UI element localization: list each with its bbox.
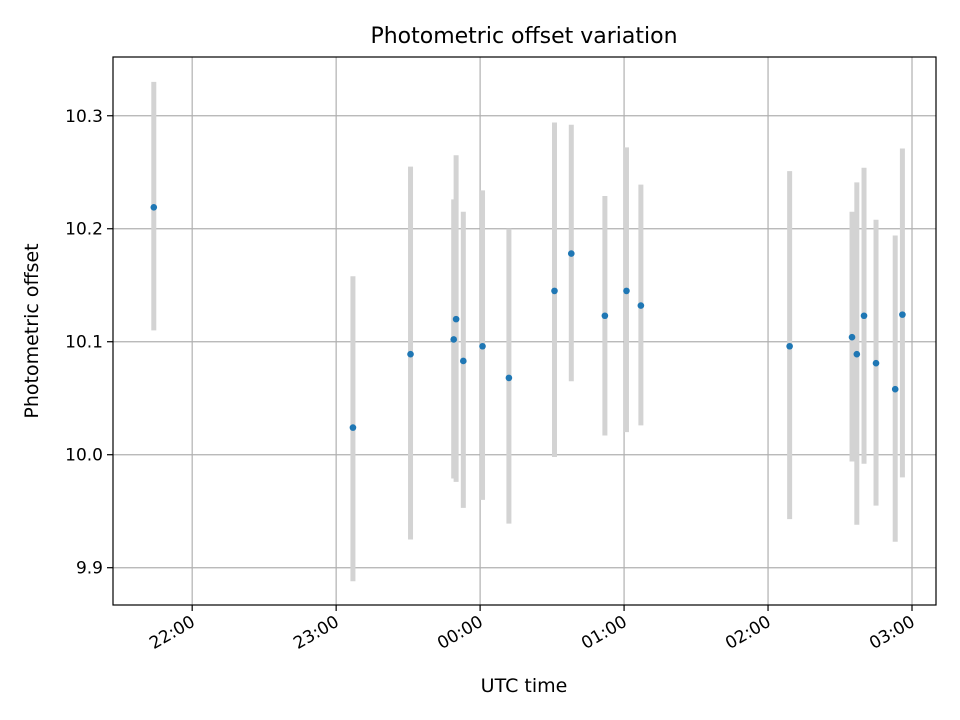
y-tick-label: 10.2 [65, 220, 103, 240]
y-tick-label: 10.0 [65, 446, 103, 466]
y-axis-label: Photometric offset [21, 243, 43, 418]
data-point [349, 424, 357, 431]
data-point [450, 336, 458, 343]
data-point [452, 315, 460, 323]
data-point [567, 250, 575, 257]
data-point [860, 312, 868, 320]
data-point [786, 342, 793, 350]
data-point [479, 342, 486, 350]
data-point [891, 385, 899, 393]
data-point [637, 302, 645, 309]
y-tick-label: 10.3 [65, 107, 103, 127]
data-point [848, 333, 856, 341]
data-point [872, 359, 880, 367]
data-point [150, 203, 158, 211]
data-points [150, 203, 906, 431]
y-axis: 9.9 10.0 10.1 10.2 10.3 [65, 107, 113, 579]
data-point [551, 287, 558, 295]
chart-title: Photometric offset variation [370, 24, 677, 49]
plot-frame [112, 56, 937, 606]
data-point [899, 311, 906, 318]
data-point [460, 357, 467, 365]
data-point [601, 312, 609, 320]
x-axis-label: UTC time [481, 675, 568, 697]
data-point [623, 287, 630, 295]
y-tick-label: 9.9 [76, 559, 103, 579]
data-point [407, 350, 414, 358]
data-point [505, 374, 513, 382]
y-tick-label: 10.1 [65, 333, 103, 353]
data-point [853, 350, 861, 358]
